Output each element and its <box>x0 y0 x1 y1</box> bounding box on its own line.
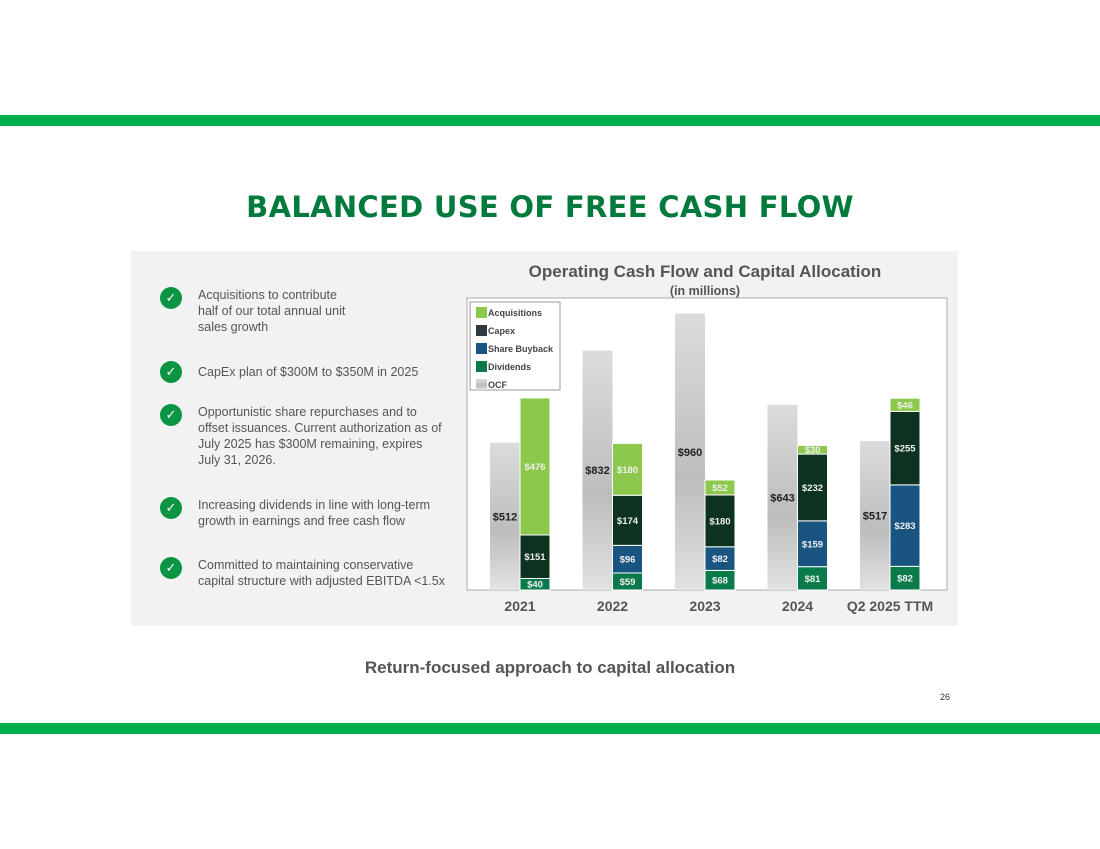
segment-label: $151 <box>524 552 546 563</box>
segment-label: $283 <box>894 521 915 532</box>
ocf-label: $517 <box>863 511 887 523</box>
segment-label: $180 <box>709 516 730 527</box>
segment-label: $59 <box>620 577 636 588</box>
check-circle-icon: ✓ <box>160 557 182 579</box>
stack-segment-share-buyback <box>612 544 643 574</box>
check-circle-icon: ✓ <box>160 287 182 309</box>
legend-label: Acquisitions <box>488 308 542 318</box>
segment-label: $82 <box>712 554 728 565</box>
segment-label: $46 <box>897 400 913 411</box>
check-circle-icon: ✓ <box>160 497 182 519</box>
segment-label: $180 <box>617 465 638 476</box>
stack-segment-capex <box>519 534 551 579</box>
ocf-bar <box>860 441 890 590</box>
ocf-label: $643 <box>770 492 794 504</box>
bullet-dividends: ✓ Increasing dividends in line with long… <box>160 497 448 529</box>
segment-label: $232 <box>802 483 823 494</box>
stack-segment-acquisitions <box>797 444 828 455</box>
ocf-label: $512 <box>493 511 517 523</box>
ocf-label: $960 <box>678 447 702 459</box>
stack-segment-capex <box>704 494 736 548</box>
segment-label: $68 <box>712 576 728 587</box>
legend-label: Capex <box>488 326 515 336</box>
legend-swatch <box>476 325 487 336</box>
segment-label: $30 <box>805 445 821 456</box>
segment-label: $96 <box>620 555 636 566</box>
x-tick-label: 2023 <box>689 598 720 614</box>
legend-swatch <box>476 343 487 354</box>
ocf-bar <box>767 404 798 590</box>
legend-label: OCF <box>488 380 508 390</box>
ocf-bar <box>582 350 613 590</box>
stack-segment-acquisitions <box>704 479 736 496</box>
bullet-capital-structure: ✓ Committed to maintaining conservative … <box>160 557 448 589</box>
bullet-acquisitions: ✓ Acquisitions to contribute half of our… <box>160 287 348 335</box>
legend-swatch <box>476 307 487 318</box>
segment-label: $476 <box>524 462 545 473</box>
ocf-bar <box>675 313 705 590</box>
ocf-label: $832 <box>585 465 609 477</box>
bottom-accent-bar <box>0 723 1100 734</box>
legend-swatch <box>476 379 487 390</box>
chart-subtitle: (in millions) <box>669 284 741 298</box>
check-circle-icon: ✓ <box>160 361 182 383</box>
bullet-capex: ✓ CapEx plan of $300M to $350M in 2025 <box>160 361 448 383</box>
stack-segment-capex <box>797 453 828 522</box>
segment-label: $174 <box>617 516 639 527</box>
legend-label: Share Buyback <box>488 344 554 354</box>
footer-tagline: Return-focused approach to capital alloc… <box>364 658 736 677</box>
segment-label: $159 <box>802 539 823 550</box>
legend-swatch <box>476 361 487 372</box>
segment-label: $40 <box>527 580 543 591</box>
page-number: 26 <box>940 692 951 702</box>
check-circle-icon: ✓ <box>160 404 182 426</box>
x-tick-label: 2021 <box>504 598 535 614</box>
x-tick-label: 2022 <box>597 598 628 614</box>
bullet-buyback: ✓ Opportunistic share repurchases and to… <box>160 404 448 468</box>
legend-label: Dividends <box>488 362 531 372</box>
top-accent-bar <box>0 115 1100 126</box>
x-tick-label: Q2 2025 TTM <box>847 598 933 614</box>
chart-title: Operating Cash Flow and Capital Allocati… <box>528 262 882 281</box>
stack-segment-capex <box>612 494 643 546</box>
stack-segment-acquisitions <box>519 397 551 536</box>
slide-title: BALANCED USE OF FREE CASH FLOW <box>246 190 854 224</box>
segment-label: $255 <box>894 444 916 455</box>
segment-label: $81 <box>805 574 822 585</box>
segment-label: $82 <box>897 574 913 585</box>
x-tick-label: 2024 <box>782 598 813 614</box>
stack-segment-share-buyback <box>889 484 921 567</box>
ocf-bar <box>490 442 520 590</box>
segment-label: $52 <box>712 483 728 494</box>
stack-segment-acquisitions <box>889 397 921 412</box>
stack-segment-share-buyback <box>797 520 828 568</box>
stack-segment-acquisitions <box>612 442 643 496</box>
